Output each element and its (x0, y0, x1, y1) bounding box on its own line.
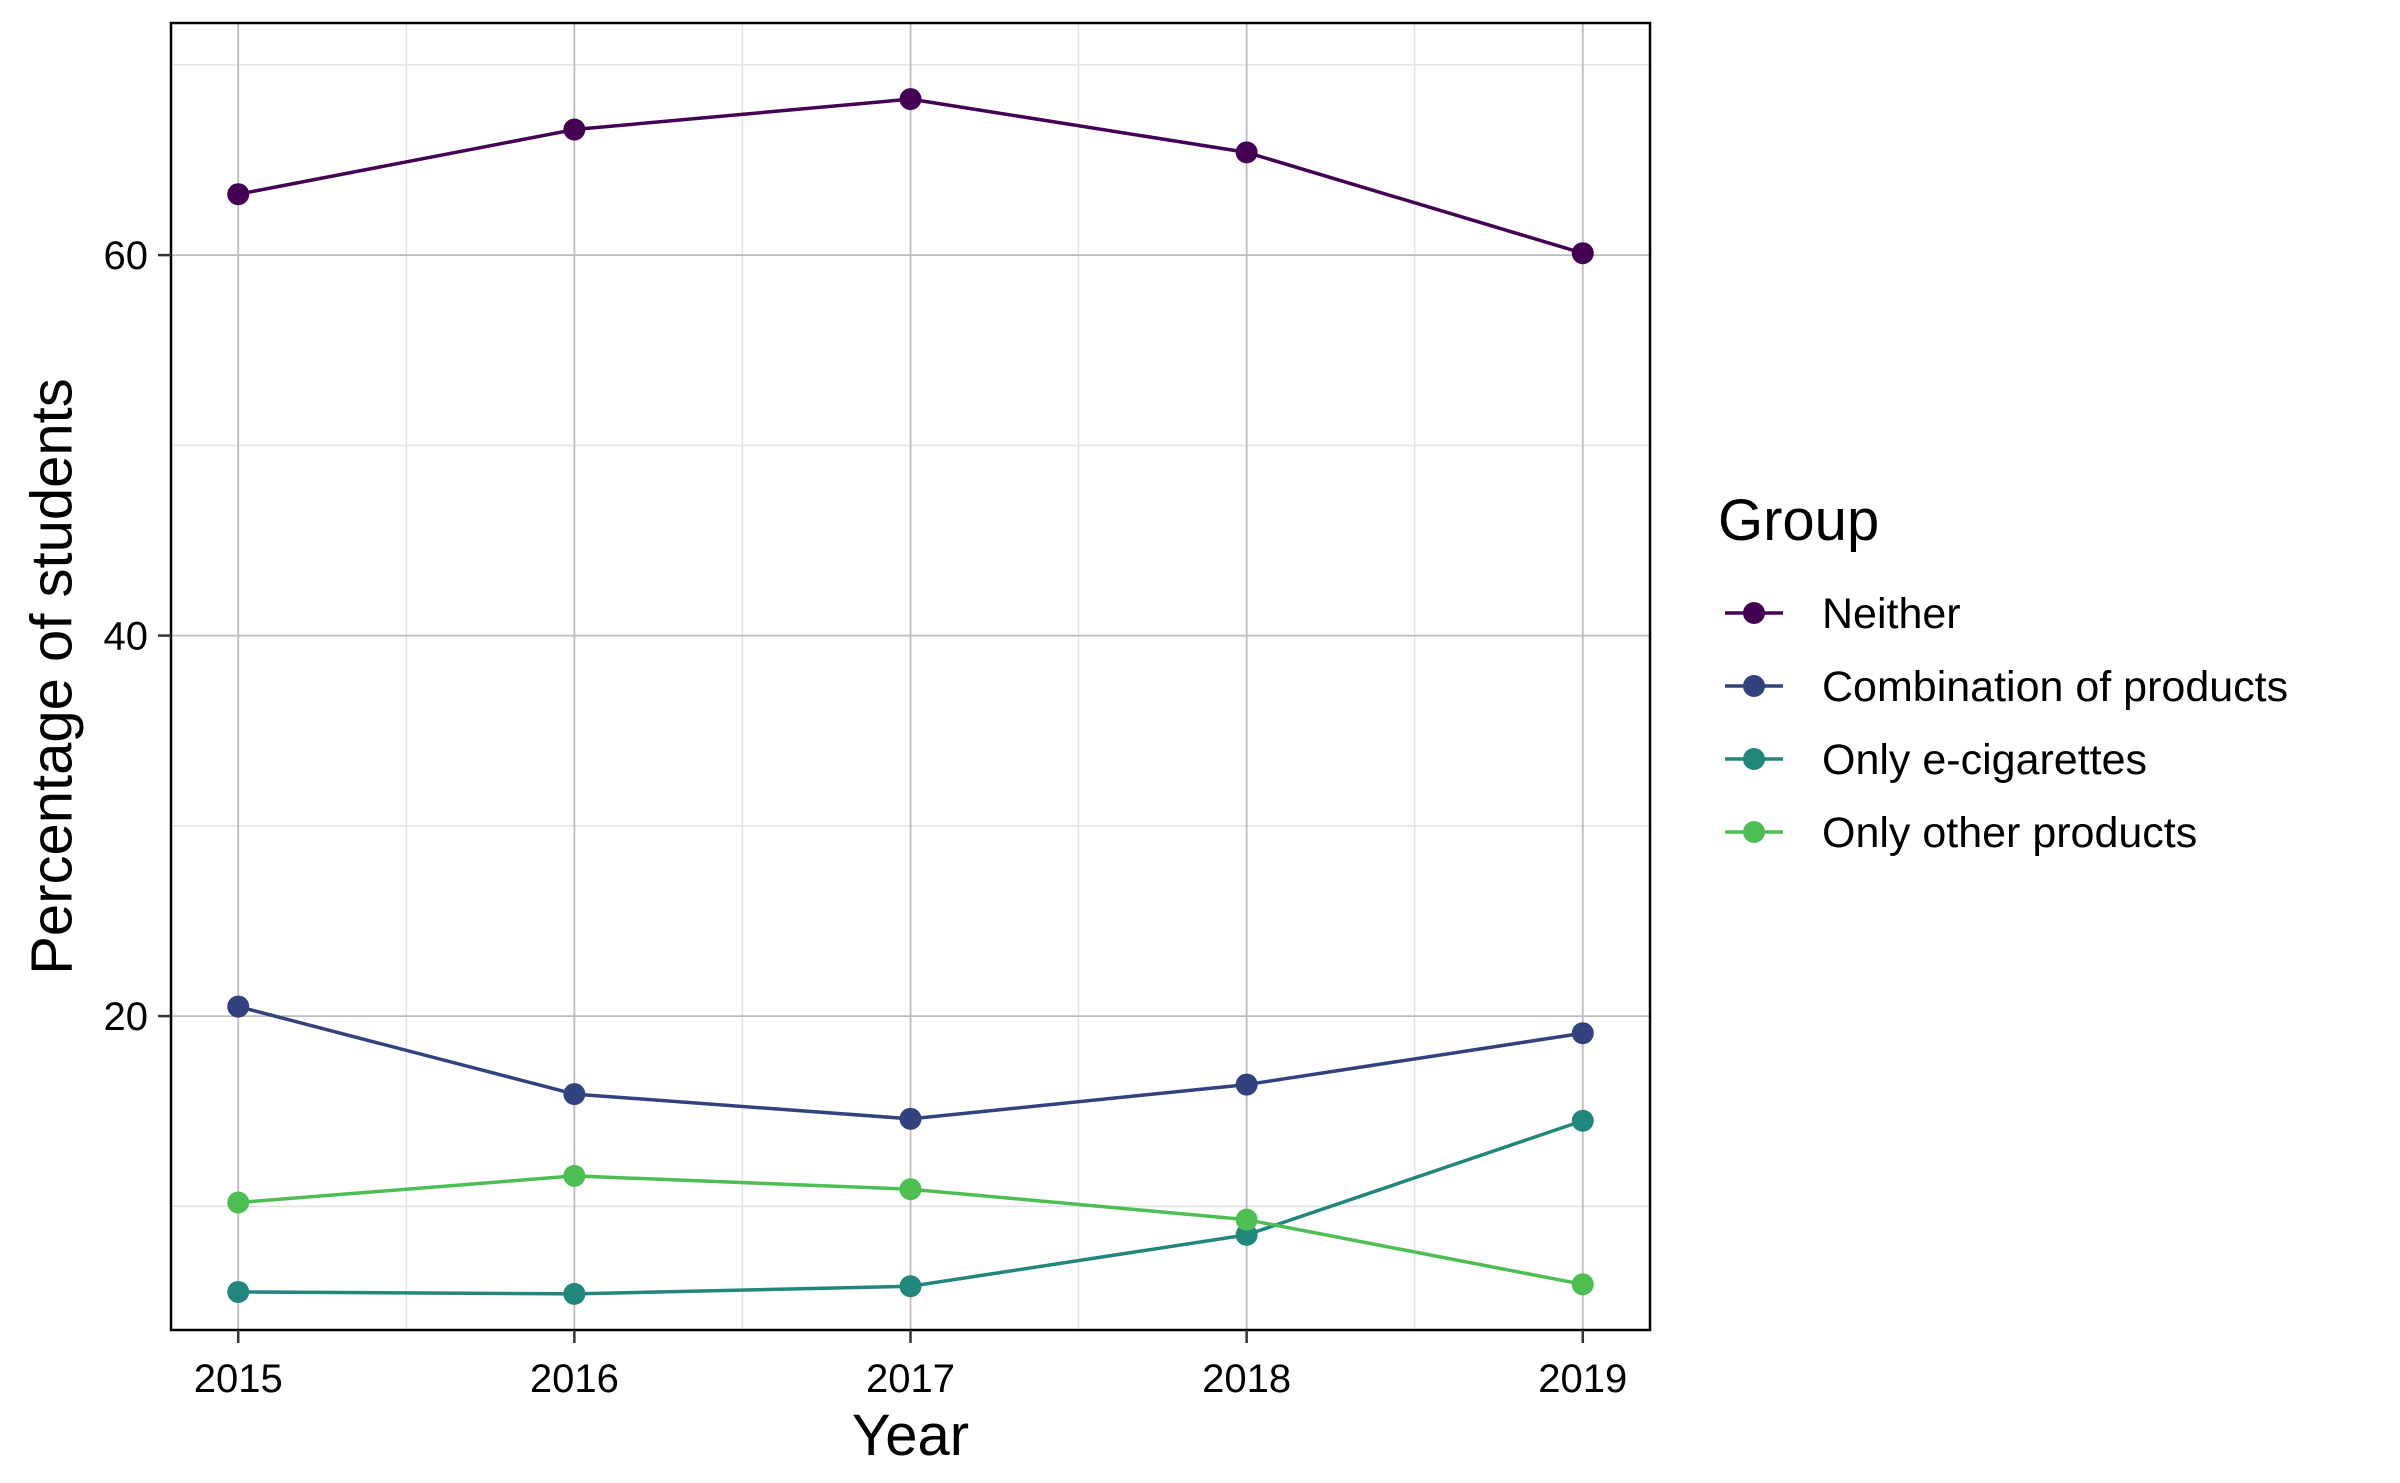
axis-ticks (158, 253, 1585, 1343)
x-tick-label: 2018 (1202, 1357, 1291, 1401)
x-tick-label: 2016 (530, 1357, 619, 1401)
data-point-only-e-cigarettes (899, 1275, 922, 1298)
data-point-neither (563, 118, 586, 141)
data-point-neither (899, 88, 922, 111)
legend-item-only-e-cigarettes: Only e-cigarettes (1725, 736, 2147, 784)
x-axis-title: Year (852, 1403, 969, 1468)
data-point-combination-of-products (899, 1107, 922, 1130)
data-point-only-e-cigarettes (227, 1280, 250, 1303)
data-point-combination-of-products (1571, 1022, 1594, 1045)
legend-label: Combination of products (1822, 663, 2288, 711)
legend-key-point (1743, 602, 1765, 624)
data-point-only-e-cigarettes (563, 1282, 586, 1305)
y-axis-tick-labels: 20 40 60 (104, 234, 149, 1039)
x-tick-label: 2017 (866, 1357, 955, 1401)
legend-key-point (1743, 748, 1765, 770)
y-tick-label: 20 (104, 995, 149, 1039)
legend-items: Neither Combination of products Only e-cig… (1725, 590, 2288, 857)
data-point-only-other-products (899, 1178, 922, 1201)
data-point-only-other-products (563, 1164, 586, 1187)
x-axis-tick-labels: 2015 2016 2017 2018 2019 (194, 1357, 1628, 1401)
x-tick-label: 2015 (194, 1357, 283, 1401)
data-point-only-other-products (1235, 1208, 1258, 1231)
legend-label: Neither (1822, 590, 1961, 638)
data-point-only-other-products (227, 1191, 250, 1214)
legend-key-point (1743, 675, 1765, 697)
y-tick-label: 60 (104, 234, 149, 278)
legend-key-point (1743, 821, 1765, 843)
y-axis-title: Percentage of students (20, 378, 85, 975)
data-point-combination-of-products (227, 995, 250, 1018)
data-point-neither (1235, 141, 1258, 164)
legend-item-neither: Neither (1725, 590, 1961, 638)
data-point-neither (1571, 242, 1594, 265)
legend-title: Group (1718, 488, 1879, 553)
series-layer (227, 88, 1594, 1305)
data-point-combination-of-products (563, 1083, 586, 1106)
data-point-only-e-cigarettes (1571, 1109, 1594, 1132)
legend-label: Only e-cigarettes (1822, 736, 2147, 784)
legend-item-only-other-products: Only other products (1725, 809, 2197, 857)
legend-item-combination-of-products: Combination of products (1725, 663, 2288, 711)
y-tick-label: 40 (104, 615, 149, 659)
data-point-neither (227, 183, 250, 206)
data-point-combination-of-products (1235, 1073, 1258, 1096)
data-point-only-other-products (1571, 1273, 1594, 1296)
x-tick-label: 2019 (1538, 1357, 1627, 1401)
legend: Group Neither Combination of products Only… (1718, 488, 2288, 857)
data-point-only-e-cigarettes (1235, 1223, 1258, 1246)
legend-label: Only other products (1822, 809, 2197, 857)
